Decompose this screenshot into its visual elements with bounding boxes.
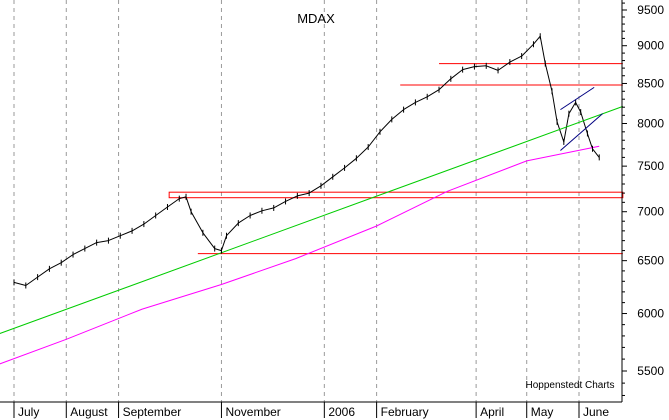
chart-source: Hoppenstedt Charts (526, 380, 615, 391)
moving-average-line (0, 145, 600, 365)
y-tick-label: 7500 (637, 159, 664, 173)
chart-title: MDAX (297, 11, 335, 26)
price-line (13, 35, 600, 286)
y-tick-label: 7000 (637, 205, 664, 219)
x-tick-label: May (531, 405, 554, 419)
y-tick-label: 9000 (637, 39, 664, 53)
grid-layer (13, 0, 580, 402)
y-tick-label: 8000 (637, 117, 664, 131)
y-tick-label: 8500 (637, 76, 664, 90)
channel-line (560, 86, 595, 111)
x-tick-label: 2006 (328, 405, 355, 419)
levels-layer (168, 63, 624, 255)
y-axis-ticks: 9500 9000 8500 8000 7500 7000 6500 6000 5500 (622, 2, 664, 396)
x-tick-label: April (480, 405, 504, 419)
x-tick-label: November (225, 405, 280, 419)
trendline (0, 105, 624, 334)
y-tick-label: 9500 (637, 3, 664, 17)
y-tick-label: 5500 (637, 364, 664, 378)
x-tick-label: June (583, 405, 609, 419)
channel-line (560, 113, 603, 151)
x-axis-ticks: July August September November 2006 February A… (13, 402, 609, 419)
x-tick-label: February (381, 405, 429, 419)
x-tick-label: September (123, 405, 182, 419)
series-layer (0, 33, 624, 365)
horizontal-band (168, 191, 624, 199)
x-tick-label: August (70, 405, 108, 419)
y-tick-label: 6500 (637, 254, 664, 268)
y-tick-label: 6000 (637, 307, 664, 321)
x-tick-label: July (18, 405, 39, 419)
